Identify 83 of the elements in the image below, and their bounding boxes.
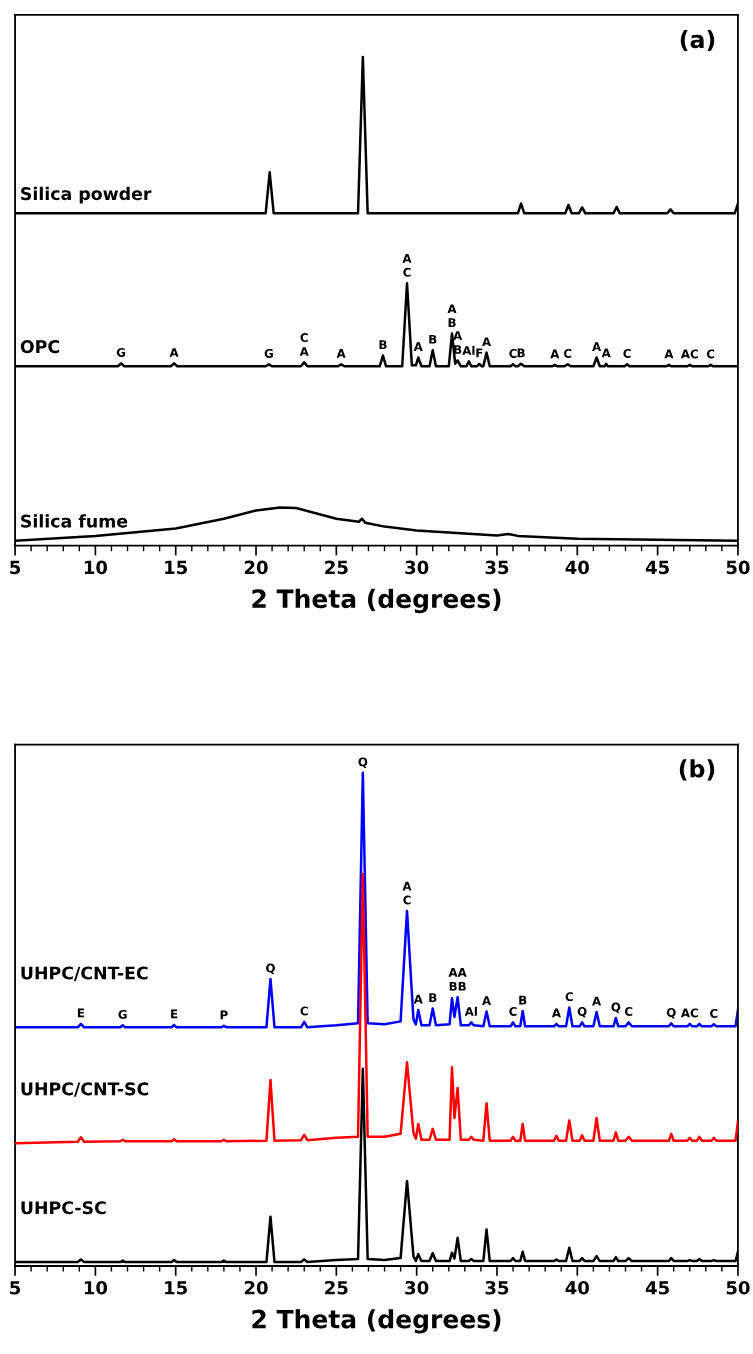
annotation: AA xyxy=(448,968,467,977)
annotation: C xyxy=(565,992,573,1002)
series-label: OPC xyxy=(20,340,59,354)
annotation: A xyxy=(482,337,492,346)
x-tick-label: 35 xyxy=(485,1280,509,1295)
annotation: C xyxy=(300,333,308,343)
x-tick-label: 35 xyxy=(485,560,509,575)
annotation: C xyxy=(624,1006,633,1016)
annotation: Q xyxy=(358,757,368,768)
text: UHPC/CNT-EC xyxy=(21,966,148,981)
annotation: C xyxy=(403,895,411,905)
x-tick-label: 30 xyxy=(405,1280,429,1295)
annotation: B xyxy=(517,348,525,358)
annotation: AC xyxy=(680,349,698,359)
annotation: C xyxy=(623,348,631,358)
annotation: BB xyxy=(449,981,466,991)
annotation: P xyxy=(220,1010,228,1020)
annotation: E xyxy=(171,1009,178,1019)
x-tick-label: 25 xyxy=(325,560,348,575)
annotation: (b) xyxy=(679,759,715,781)
annotation: A xyxy=(664,349,674,359)
annotation: B xyxy=(429,334,437,344)
annotation: C xyxy=(706,349,715,359)
x-tick-label: 50 xyxy=(726,1280,750,1295)
text: UHPC-SC xyxy=(21,1201,106,1215)
annotation: C xyxy=(403,267,411,277)
annotation: Al xyxy=(464,1006,477,1016)
annotation: F xyxy=(476,348,483,358)
x-tick-label: 5 xyxy=(10,1281,21,1295)
x-tick-label: 45 xyxy=(645,1281,669,1295)
x-tick-label: 45 xyxy=(645,560,669,575)
annotation: B xyxy=(448,318,456,327)
annotation: C xyxy=(563,348,572,358)
x-tick-label: 10 xyxy=(84,560,108,575)
annotation: A xyxy=(169,348,179,357)
annotation: AC xyxy=(680,1008,698,1018)
annotation: C xyxy=(710,1008,718,1018)
x-tick-label: 20 xyxy=(244,560,268,575)
series-label: Silica fume xyxy=(21,514,128,528)
text: UHPC/CNT-SC xyxy=(21,1082,149,1097)
x-tick-label: 20 xyxy=(244,1280,268,1295)
x-tick-label: 50 xyxy=(726,560,750,575)
annotation: A xyxy=(551,1008,561,1018)
x-tick-label: 40 xyxy=(565,560,589,575)
annotation: A xyxy=(402,881,412,891)
text: (a) xyxy=(680,30,715,52)
x-tick-label: 25 xyxy=(325,1280,348,1295)
x-tick-label: 40 xyxy=(565,1280,589,1295)
annotation: A xyxy=(601,348,611,358)
annotation: B xyxy=(429,993,437,1002)
annotation: A xyxy=(413,342,423,351)
annotation: Q xyxy=(577,1006,587,1018)
annotation: A xyxy=(299,347,309,356)
x-axis-title: 2 Theta (degrees) xyxy=(252,1309,501,1334)
annotation: G xyxy=(116,347,126,357)
annotation: A xyxy=(453,331,463,340)
x-axis-title: 2 Theta (degrees) xyxy=(252,588,501,614)
x-tick-label: 10 xyxy=(84,1280,108,1295)
annotation: C xyxy=(509,1006,517,1016)
annotation: E xyxy=(77,1008,85,1018)
x-tick-label: 15 xyxy=(165,1281,187,1295)
annotation: Q xyxy=(666,1007,676,1019)
annotation: B xyxy=(379,340,387,349)
annotation: A xyxy=(550,349,560,359)
annotation: Q xyxy=(611,1002,621,1014)
annotation: A xyxy=(482,996,492,1005)
annotation: A xyxy=(336,349,346,358)
x-tick-label: 15 xyxy=(165,560,187,575)
annotation: C xyxy=(300,1006,308,1016)
annotation: A xyxy=(413,994,423,1004)
annotation: A xyxy=(592,996,602,1006)
annotation: A xyxy=(592,342,602,351)
x-tick-label: 30 xyxy=(405,560,429,575)
x-tick-label: 5 xyxy=(10,560,21,575)
annotation: Al xyxy=(462,345,475,355)
series-label: Silica powder xyxy=(21,186,152,204)
annotation: B xyxy=(519,995,527,1005)
annotation: A xyxy=(402,254,412,263)
annotation: G xyxy=(264,348,273,358)
annotation: Q xyxy=(266,963,275,975)
annotation: G xyxy=(118,1009,127,1019)
annotation: A xyxy=(447,304,457,314)
annotation: C xyxy=(509,348,517,358)
